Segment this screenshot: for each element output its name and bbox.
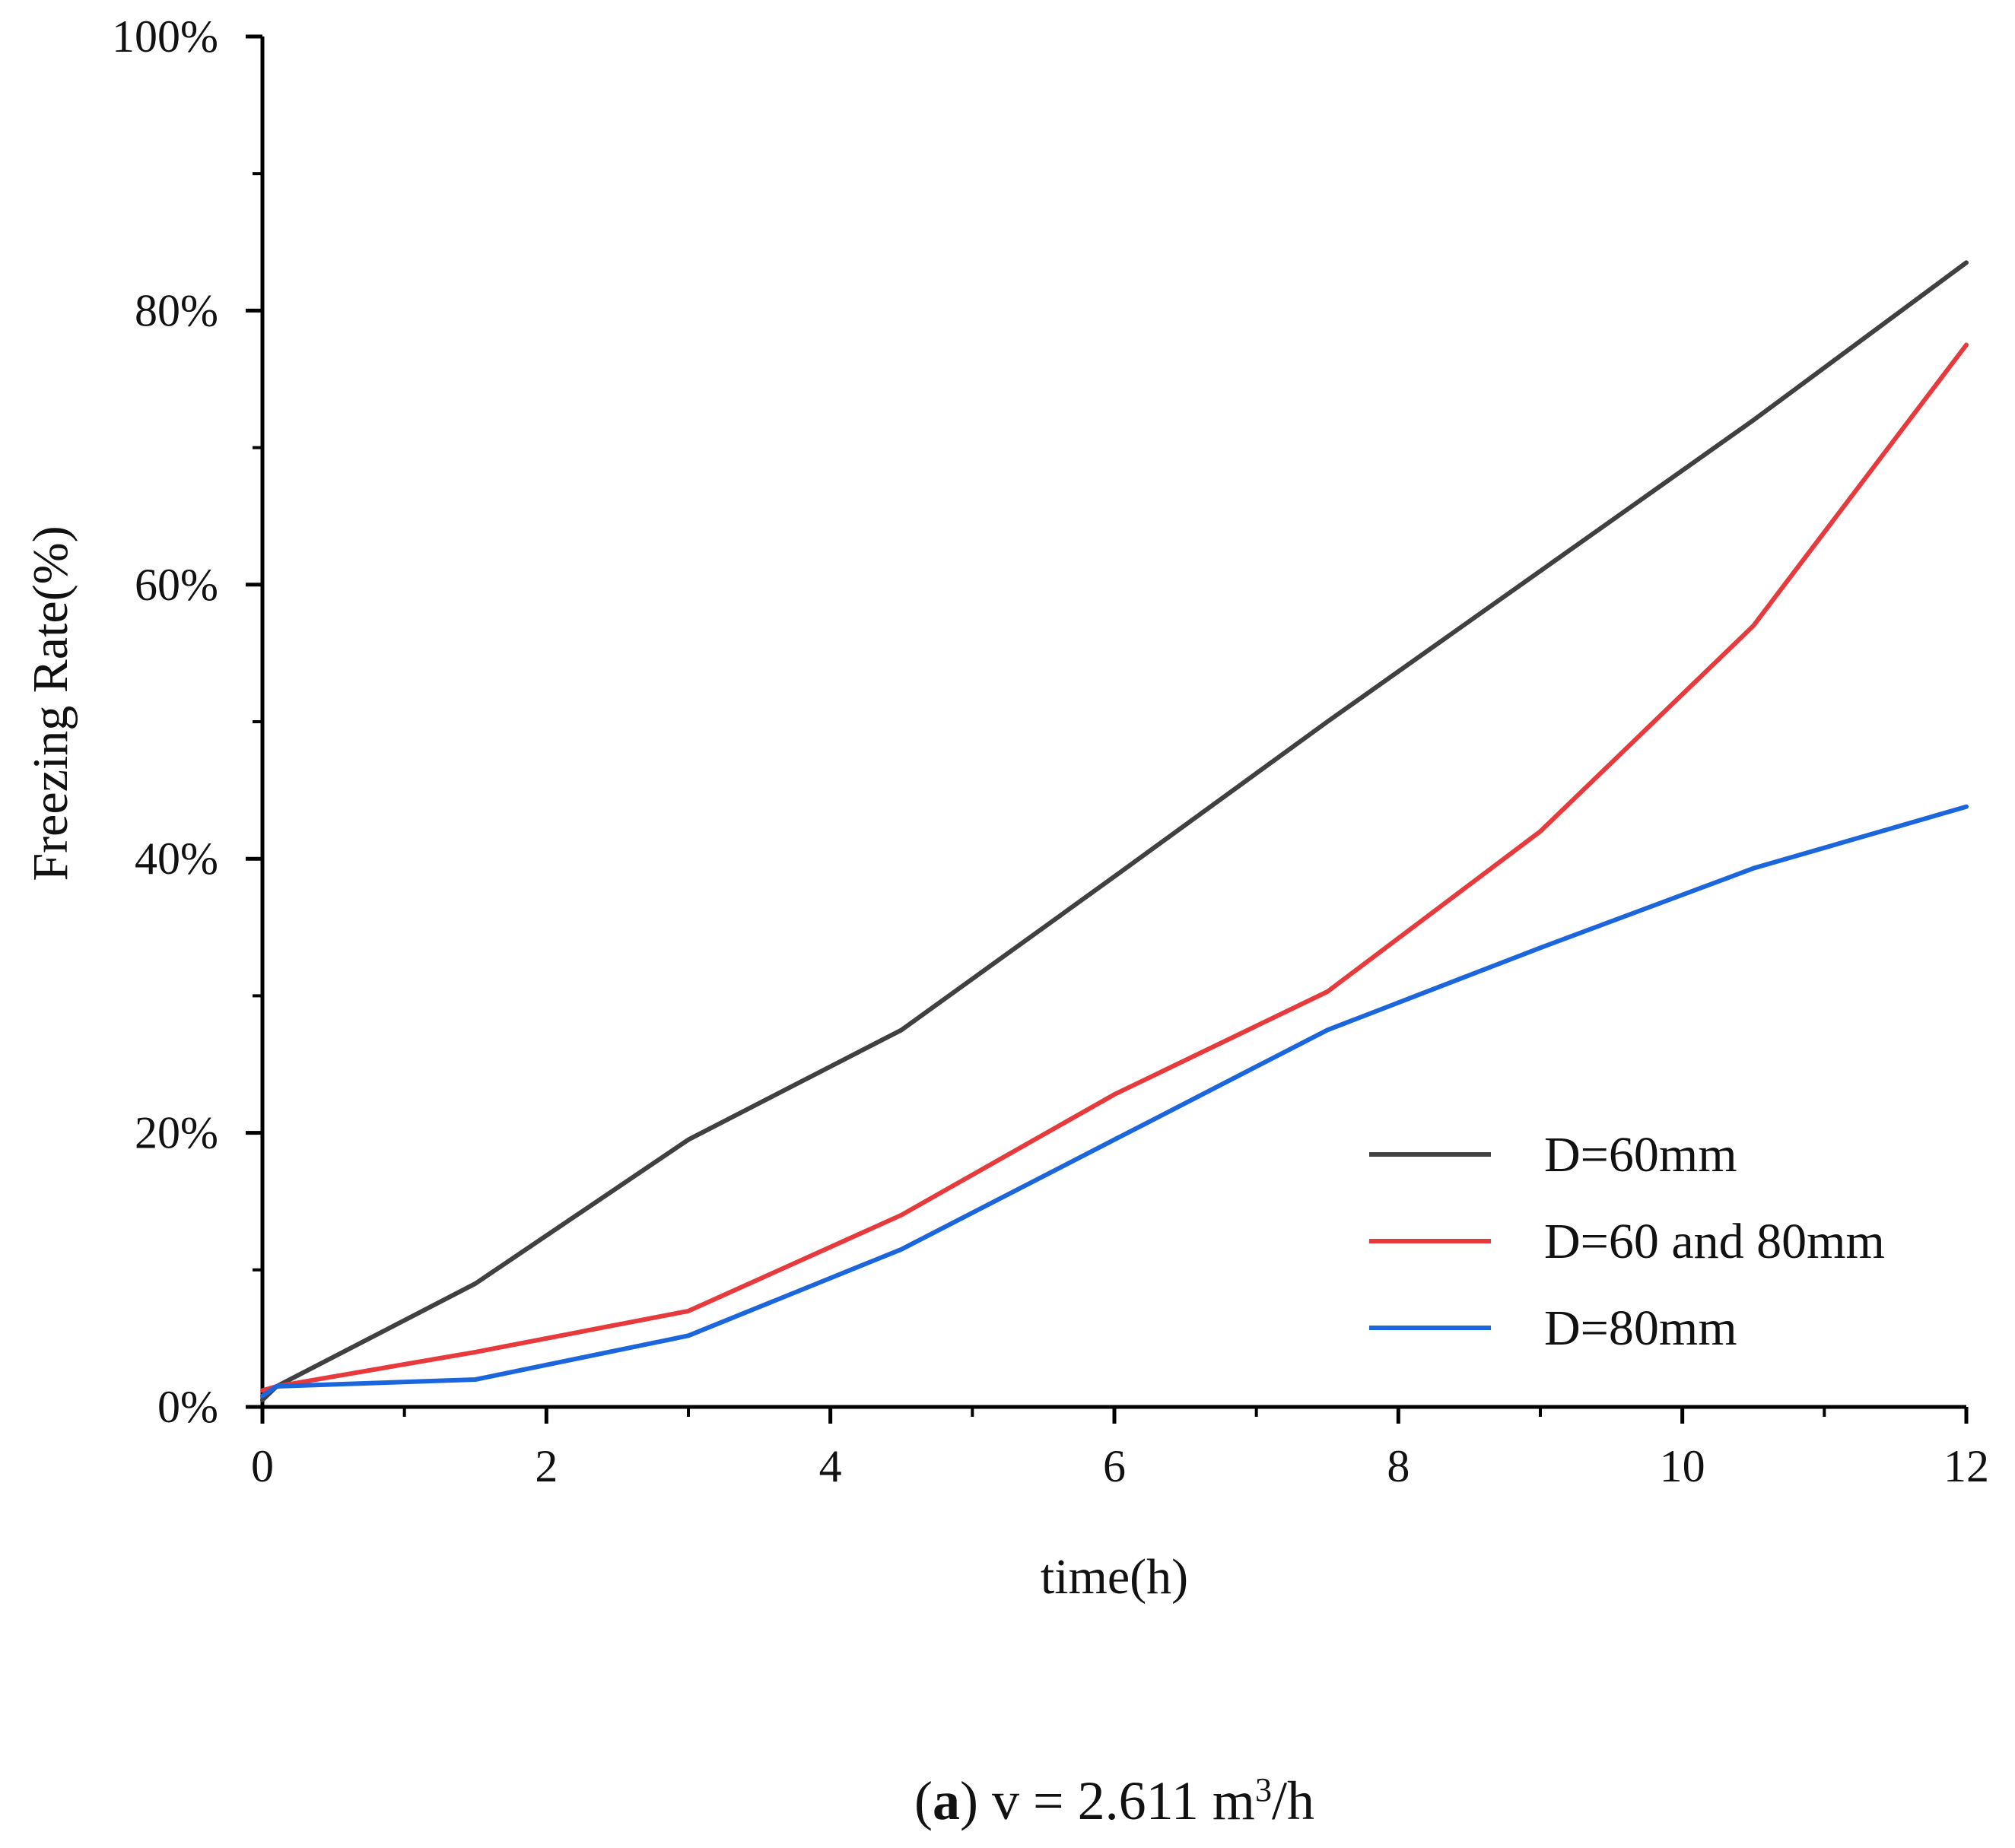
y-tick-label: 20% (135, 1108, 218, 1158)
x-tick-label: 8 (1387, 1441, 1410, 1491)
y-axis-title: Freezing Rate(%) (23, 526, 78, 881)
legend-label-3: D=80mm (1544, 1300, 1737, 1356)
series-line-2 (260, 342, 1969, 1393)
y-tick-label: 40% (135, 834, 218, 884)
series-line-3 (260, 804, 1969, 1399)
y-tick-label: 80% (135, 285, 218, 335)
y-tick-label: 0% (157, 1382, 218, 1432)
caption-unit: /h (1272, 1770, 1314, 1831)
series-line-1 (260, 260, 1969, 1402)
axes-group: 0 2 4 6 8 10 12 0% 20% 40% 60% 80% 100% (112, 11, 1989, 1491)
x-tick-label: 10 (1660, 1441, 1705, 1491)
series-group (260, 260, 1969, 1402)
x-tick-label: 0 (251, 1441, 274, 1491)
x-axis-title: time(h) (1041, 1549, 1188, 1605)
y-tick-label: 100% (112, 11, 218, 62)
caption-superscript: 3 (1255, 1771, 1272, 1808)
x-tick-label: 4 (819, 1441, 842, 1491)
legend: D=60mm D=60 and 80mm D=80mm (1369, 1127, 1885, 1356)
caption-label: a (933, 1770, 960, 1831)
x-tick-label: 6 (1103, 1441, 1126, 1491)
figure-caption: (a) v = 2.611 m3/h (914, 1770, 1314, 1831)
caption-text: v = 2.611 m (992, 1770, 1255, 1831)
legend-label-1: D=60mm (1544, 1127, 1737, 1183)
y-tick-label: 60% (135, 560, 218, 610)
legend-label-2: D=60 and 80mm (1544, 1214, 1885, 1269)
x-tick-label: 2 (535, 1441, 558, 1491)
x-tick-label: 12 (1943, 1441, 1989, 1491)
